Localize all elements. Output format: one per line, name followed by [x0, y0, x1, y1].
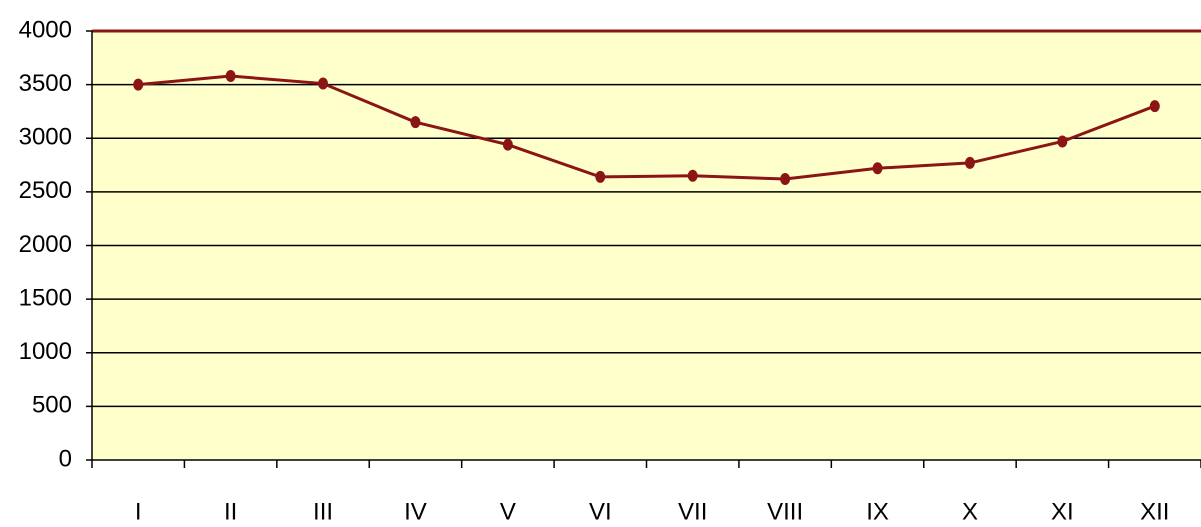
y-tick-label: 0: [59, 445, 72, 472]
data-point: [1149, 100, 1160, 113]
data-point: [225, 70, 236, 83]
series-line: [138, 74, 1156, 181]
data-point: [872, 162, 883, 175]
x-tick-label: X: [962, 498, 978, 525]
x-tick-label: II: [224, 498, 237, 525]
y-tick-label: 3000: [19, 124, 72, 151]
y-tick-label: 4000: [19, 16, 72, 43]
x-tick-label: V: [500, 498, 516, 525]
x-tick-label: VI: [589, 498, 612, 525]
y-tick-label: 2500: [19, 177, 72, 204]
data-point: [1057, 135, 1068, 148]
data-point: [780, 173, 791, 186]
x-tick-label: VIII: [767, 498, 803, 525]
y-tick-label: 3500: [19, 70, 72, 97]
data-point: [687, 169, 698, 182]
y-tick-label: 1500: [19, 284, 72, 311]
data-point: [964, 156, 975, 169]
y-tick-label: 500: [32, 392, 72, 419]
x-tick-label: III: [313, 498, 333, 525]
x-tick-label: IV: [404, 498, 427, 525]
x-tick-label: XII: [1140, 498, 1169, 525]
x-tick-label: VII: [678, 498, 707, 525]
y-tick-label: 2000: [19, 231, 72, 258]
x-tick-label: I: [135, 498, 142, 525]
x-tick-label: IX: [866, 498, 889, 525]
x-tick-label: XI: [1051, 498, 1074, 525]
data-point: [502, 138, 513, 151]
y-tick-label: 1000: [19, 338, 72, 365]
data-point: [133, 78, 144, 91]
data-point: [410, 116, 421, 129]
data-point: [318, 77, 329, 90]
data-point: [595, 170, 606, 183]
